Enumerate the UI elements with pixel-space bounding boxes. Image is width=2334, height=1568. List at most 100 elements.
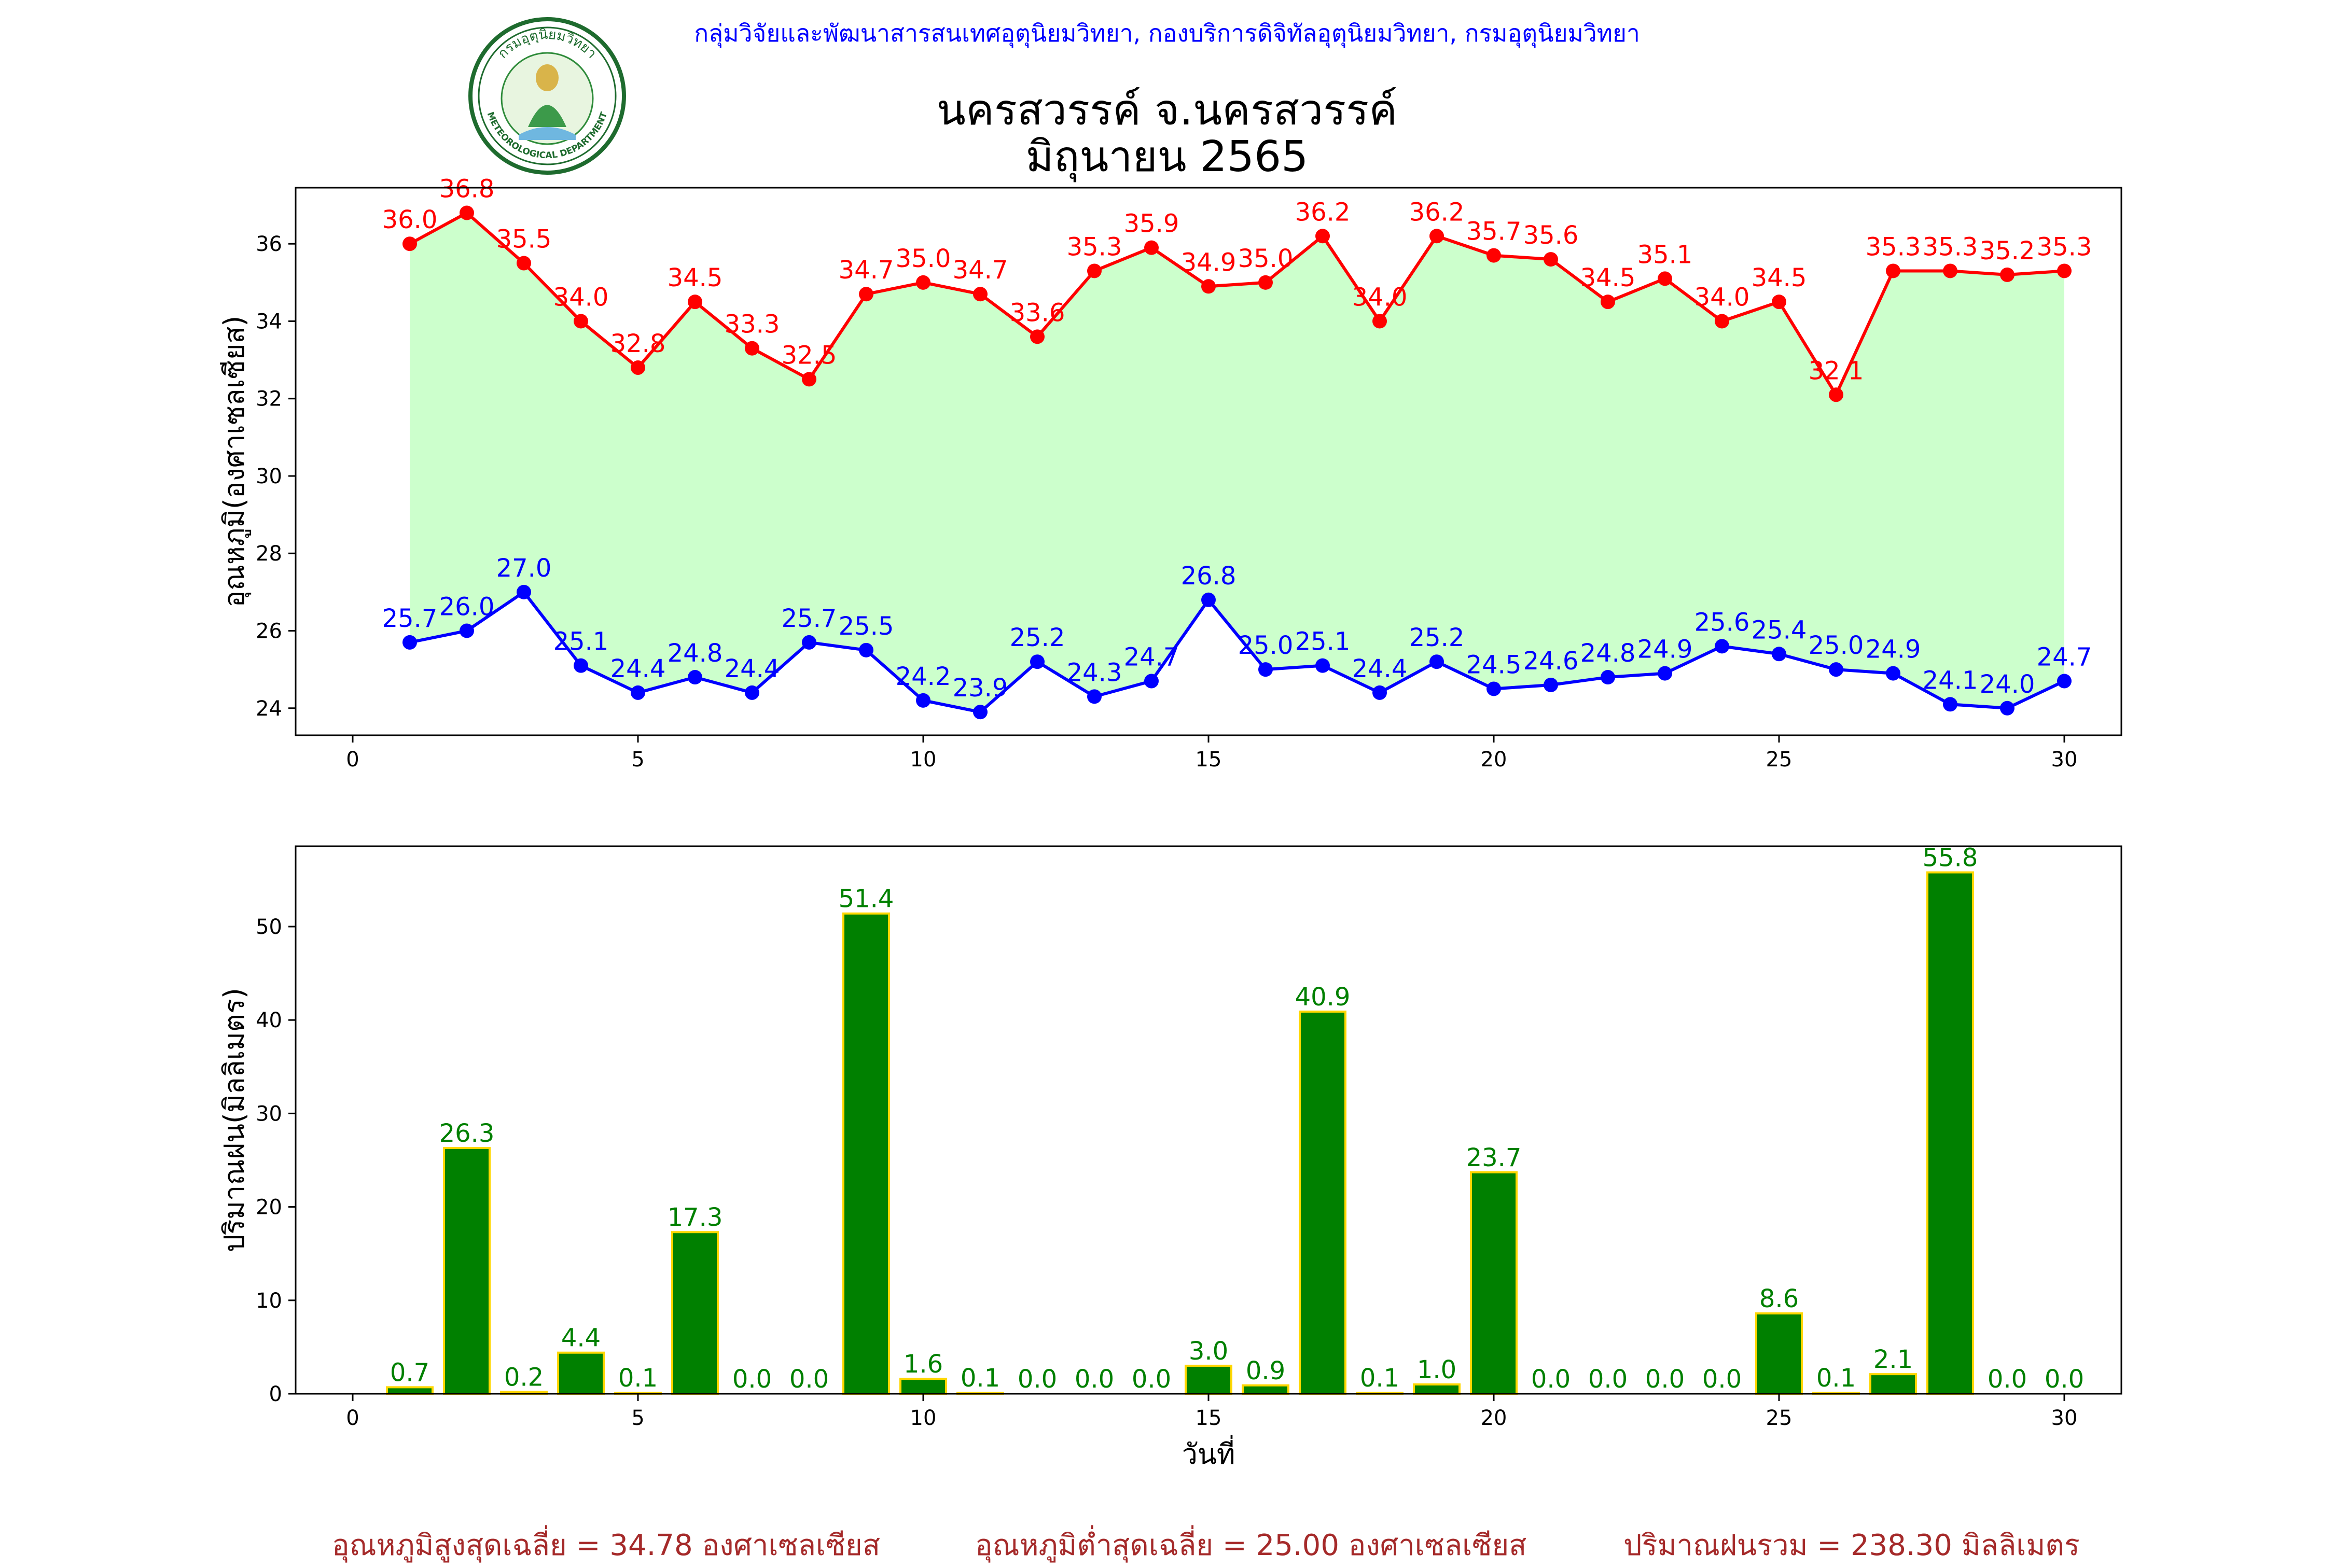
- min-temp-line: [409, 590, 2065, 714]
- temp-ytick-label: 24: [256, 697, 282, 721]
- rain-data-label: 3.0: [1189, 1337, 1228, 1366]
- rain-ylabel: ปริมาณฝน(มิลลิเมตร): [218, 988, 251, 1252]
- min-temp-point: [973, 705, 988, 720]
- max-temp-data-label: 35.2: [1980, 236, 2035, 265]
- min-temp-data-label: 24.6: [1523, 647, 1579, 676]
- temp-ytick-label: 32: [256, 387, 282, 411]
- max-temp-point: [1087, 263, 1102, 278]
- max-temp-data-label: 34.5: [668, 263, 723, 292]
- max-temp-point: [745, 341, 759, 356]
- min-temp-point: [916, 693, 930, 708]
- rain-xtick-label: 10: [910, 1406, 937, 1430]
- temp-xtick-label: 25: [1766, 748, 1793, 772]
- min-temp-data-label: 25.2: [1409, 623, 1465, 652]
- min-temp-data-label: 26.0: [439, 593, 495, 622]
- temp-xtick-label: 0: [346, 748, 359, 772]
- rain-bar: [1299, 1010, 1346, 1395]
- rain-ytick-label: 0: [269, 1382, 282, 1406]
- max-temp-point: [402, 236, 417, 251]
- summary-avg-min: อุณหภูมิต่ำสุดเฉลี่ย = 25.00 องศาเซลเซีย…: [975, 1529, 1527, 1562]
- rain-data-label: 0.0: [2045, 1365, 2084, 1394]
- min-temp-point: [631, 685, 645, 700]
- max-temp-data-label: 34.5: [1580, 263, 1636, 292]
- chart-title-station: นครสวรรค์ จ.นครสวรรค์: [936, 86, 1398, 135]
- rain-data-label: 0.0: [1645, 1365, 1685, 1394]
- rain-bar: [1470, 1171, 1518, 1395]
- min-temp-point: [1829, 662, 1843, 677]
- min-temp-data-label: 24.7: [2037, 643, 2092, 672]
- rain-data-label: 40.9: [1295, 983, 1351, 1012]
- max-temp-point: [1144, 240, 1159, 255]
- min-temp-data-label: 24.4: [610, 654, 666, 683]
- rain-data-label: 0.1: [1360, 1364, 1399, 1393]
- max-temp-point: [1658, 271, 1672, 286]
- credit-line: กลุ่มวิจัยและพัฒนาสารสนเทศอุตุนิยมวิทยา,…: [694, 19, 1640, 47]
- max-temp-point: [1486, 248, 1501, 263]
- max-temp-point: [688, 295, 702, 310]
- max-temp-data-label: 34.5: [1752, 263, 1807, 292]
- rain-data-label: 0.0: [1531, 1365, 1571, 1394]
- max-temp-data-label: 33.6: [1010, 298, 1065, 327]
- rain-data-label: 0.2: [504, 1363, 544, 1392]
- rain-xtick-label: 15: [1196, 1406, 1222, 1430]
- min-temp-data-label: 25.2: [1010, 623, 1065, 652]
- min-temp-point: [1030, 654, 1045, 669]
- min-temp-point: [1144, 674, 1159, 689]
- rain-xtick-label: 5: [631, 1406, 644, 1430]
- max-temp-data-label: 36.2: [1409, 198, 1465, 227]
- max-temp-line: [409, 211, 2065, 398]
- rain-frame: [295, 845, 2122, 1395]
- max-temp-data-label: 34.9: [1181, 248, 1237, 277]
- max-temp-data-label: 35.3: [2037, 232, 2092, 261]
- rain-bar: [671, 1231, 719, 1395]
- max-temp-point: [574, 314, 588, 329]
- max-temp-data-label: 35.9: [1124, 209, 1179, 239]
- min-temp-data-label: 25.7: [382, 604, 438, 633]
- min-temp-data-label: 25.6: [1694, 608, 1750, 637]
- max-temp-point: [1772, 295, 1786, 310]
- max-temp-point: [1943, 263, 1957, 278]
- rain-ytick-label: 30: [256, 1102, 282, 1126]
- min-temp-point: [1201, 592, 1216, 607]
- temp-xtick-label: 5: [631, 748, 644, 772]
- min-temp-point: [1315, 658, 1330, 673]
- temp-xtick-label: 30: [2051, 748, 2078, 772]
- max-temp-data-label: 34.0: [1352, 283, 1408, 312]
- min-temp-point: [2057, 674, 2072, 689]
- min-temp-data-label: 25.0: [1809, 631, 1864, 660]
- rain-xtick-label: 25: [1766, 1406, 1793, 1430]
- max-temp-data-label: 34.7: [839, 256, 894, 285]
- rain-data-label: 26.3: [439, 1119, 495, 1148]
- min-temp-data-label: 24.8: [1580, 639, 1636, 668]
- temp-ytick-label: 36: [256, 232, 282, 256]
- min-temp-data-label: 24.1: [1923, 666, 1978, 695]
- min-temp-data-label: 25.0: [1238, 631, 1294, 660]
- max-temp-data-label: 33.3: [725, 310, 780, 339]
- max-temp-data-label: 35.0: [896, 244, 951, 273]
- rain-bar: [1755, 1312, 1803, 1395]
- min-temp-data-label: 24.0: [1980, 670, 2035, 699]
- max-temp-data-label: 35.0: [1238, 244, 1294, 273]
- rain-data-label: 0.9: [1246, 1356, 1285, 1385]
- min-temp-point: [1715, 639, 1729, 654]
- rain-data-label: 0.0: [732, 1365, 772, 1394]
- min-temp-data-label: 25.4: [1752, 615, 1807, 645]
- max-temp-point: [517, 256, 531, 271]
- rain-ytick-label: 40: [256, 1009, 282, 1032]
- min-temp-point: [1429, 654, 1444, 669]
- max-temp-data-label: 35.1: [1637, 240, 1693, 269]
- rain-xlabel: วันที่: [1182, 1435, 1235, 1471]
- rain-data-label: 0.0: [1702, 1365, 1742, 1394]
- min-temp-point: [517, 584, 531, 599]
- max-temp-point: [1030, 329, 1045, 344]
- rain-ytick-label: 50: [256, 915, 282, 939]
- max-temp-data-label: 35.6: [1523, 221, 1579, 250]
- rain-bar: [1413, 1383, 1461, 1395]
- rain-xtick-label: 0: [346, 1406, 359, 1430]
- rain-data-label: 0.1: [961, 1364, 1000, 1393]
- rain-data-label: 0.1: [618, 1364, 658, 1393]
- max-temp-data-label: 36.0: [382, 205, 438, 234]
- max-temp-point: [973, 287, 988, 302]
